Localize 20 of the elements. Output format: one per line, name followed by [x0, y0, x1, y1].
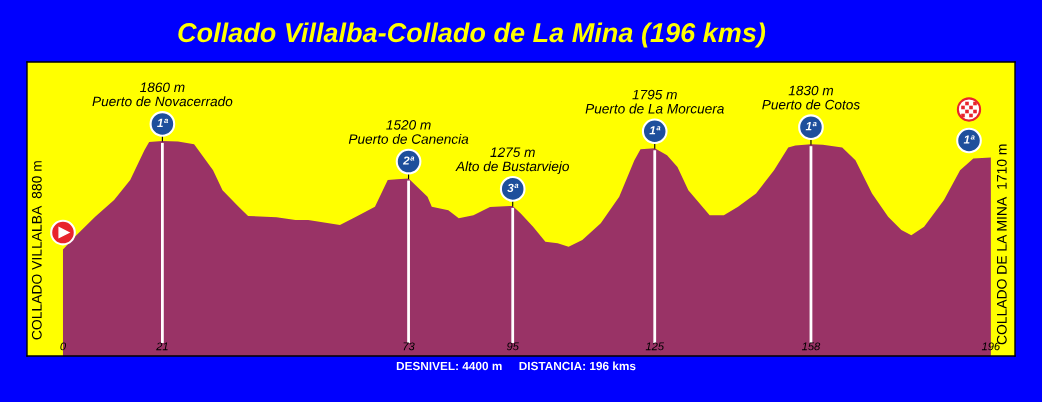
annotation: 1ª [963, 135, 975, 144]
y-axis-title: COLLADO VILLALBA 880 m [31, 161, 42, 340]
x-tick-label: 21 [156, 342, 168, 351]
x-tick-label: 125 [645, 342, 665, 351]
text: DESNIVEL: 4400 m DISTANCIA: 196 kms [396, 361, 636, 371]
x-tick-label: 158 [801, 342, 821, 351]
annotation: 1860 m Puerto de Novacerrado [92, 82, 233, 107]
x-tick-label: 73 [403, 342, 415, 351]
annotation: 1830 m Puerto de Cotos [762, 85, 860, 110]
annotation: 1ª [157, 118, 169, 127]
chart-title: Collado Villalba-Collado de La Mina (196 kms) [178, 22, 766, 48]
x-tick-label: 95 [506, 342, 519, 351]
annotation: 2ª [402, 156, 415, 165]
x-tick-label: 0 [60, 342, 66, 351]
annotation: 1275 m Alto de Bustarviejo [455, 147, 570, 174]
annotation: 3ª [507, 183, 519, 193]
annotation: 1ª [649, 126, 661, 135]
annotation: 1520 m Puerto de Canencia [348, 120, 469, 144]
annotation: 1795 m Puerto de La Morcuera [585, 89, 724, 114]
annotation: 1ª [805, 122, 817, 131]
